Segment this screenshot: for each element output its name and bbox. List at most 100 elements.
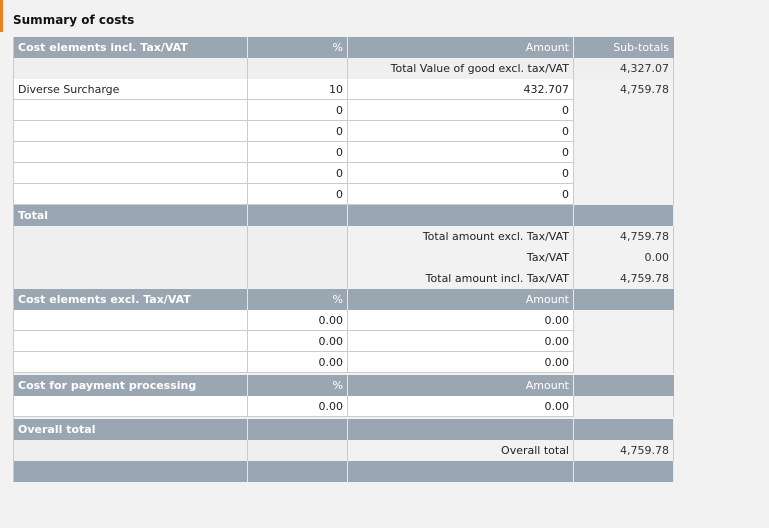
total-line-label: Total amount excl. Tax/VAT xyxy=(348,226,574,247)
cost-amount-input[interactable]: 0 xyxy=(348,100,574,121)
header-percent: % xyxy=(248,375,348,396)
header-amount: Amount xyxy=(348,37,574,58)
excl-amount-input[interactable]: 0.00 xyxy=(348,352,574,373)
total-line-value: 4,759.78 xyxy=(574,226,674,247)
excl-pct-input[interactable]: 0.00 xyxy=(248,310,348,331)
total-line-empty xyxy=(248,226,348,247)
excl-pct-input[interactable]: 0.00 xyxy=(248,331,348,352)
excl-pct-input[interactable]: 0.00 xyxy=(248,352,348,373)
overall-value: 4,759.78 xyxy=(574,440,674,461)
cost-amount-input[interactable]: 0 xyxy=(348,163,574,184)
section1-header: Cost elements incl. Tax/VAT % Amount Sub… xyxy=(14,37,674,58)
total-line-empty xyxy=(248,247,348,268)
header-amount: Amount xyxy=(348,289,574,310)
goods-pct-cell xyxy=(248,58,348,79)
goods-name-cell xyxy=(14,58,248,79)
table-row: 0 0 xyxy=(14,163,674,184)
cost-pct-input[interactable]: 0 xyxy=(248,121,348,142)
accent-bar xyxy=(0,0,3,32)
cost-amount-input[interactable]: 0 xyxy=(348,142,574,163)
footer-cell xyxy=(248,461,348,482)
total-line-empty xyxy=(248,268,348,289)
total-line: Total amount excl. Tax/VAT 4,759.78 xyxy=(14,226,674,247)
header-percent: % xyxy=(248,37,348,58)
cost-name-input[interactable] xyxy=(14,163,248,184)
payment-amount-input[interactable]: 0.00 xyxy=(348,396,574,417)
excl-name-input[interactable] xyxy=(14,352,248,373)
payment-subtotal xyxy=(574,396,674,417)
cost-subtotal xyxy=(574,121,674,142)
cost-pct-input[interactable]: 10 xyxy=(248,79,348,100)
excl-amount-input[interactable]: 0.00 xyxy=(348,310,574,331)
footer-cell xyxy=(574,461,674,482)
header-subtotals: Sub-totals xyxy=(574,37,674,58)
cost-subtotal xyxy=(574,163,674,184)
cost-pct-input[interactable]: 0 xyxy=(248,163,348,184)
cost-pct-input[interactable]: 0 xyxy=(248,184,348,205)
excl-subtotal xyxy=(574,331,674,352)
cost-subtotal: 4,759.78 xyxy=(574,79,674,100)
cost-pct-input[interactable]: 0 xyxy=(248,100,348,121)
payment-pct-input[interactable]: 0.00 xyxy=(248,396,348,417)
cost-summary-table: Cost elements incl. Tax/VAT % Amount Sub… xyxy=(13,37,674,482)
header-cost-elements-excl: Cost elements excl. Tax/VAT xyxy=(14,289,248,310)
excl-subtotal xyxy=(574,310,674,331)
total-line-label: Tax/VAT xyxy=(348,247,574,268)
excl-name-input[interactable] xyxy=(14,331,248,352)
total-header-cell xyxy=(574,205,674,226)
cost-name-input[interactable] xyxy=(14,121,248,142)
header-empty xyxy=(574,289,674,310)
header-cost-elements-incl: Cost elements incl. Tax/VAT xyxy=(14,37,248,58)
cost-amount-input[interactable]: 0 xyxy=(348,121,574,142)
cost-name-input[interactable] xyxy=(14,100,248,121)
page-title: Summary of costs xyxy=(13,13,135,27)
total-line-label: Total amount incl. Tax/VAT xyxy=(348,268,574,289)
excl-subtotal xyxy=(574,352,674,373)
overall-header: Overall total xyxy=(14,419,674,440)
goods-subtotal: 4,327.07 xyxy=(574,58,674,79)
total-header-cell xyxy=(348,205,574,226)
cost-name-input[interactable] xyxy=(14,184,248,205)
goods-value-label: Total Value of good excl. tax/VAT xyxy=(348,58,574,79)
section2-header: Cost elements excl. Tax/VAT % Amount xyxy=(14,289,674,310)
excl-name-input[interactable] xyxy=(14,310,248,331)
table-row: 0.00 0.00 xyxy=(14,352,674,373)
header-payment-processing: Cost for payment processing xyxy=(14,375,248,396)
header-empty xyxy=(574,375,674,396)
cost-amount-input[interactable]: 0 xyxy=(348,184,574,205)
total-line: Total amount incl. Tax/VAT 4,759.78 xyxy=(14,268,674,289)
overall-header-cell xyxy=(574,419,674,440)
total-line-empty xyxy=(14,226,248,247)
table-row: 0.00 0.00 xyxy=(14,310,674,331)
header-amount: Amount xyxy=(348,375,574,396)
overall-header-cell xyxy=(348,419,574,440)
excl-amount-input[interactable]: 0.00 xyxy=(348,331,574,352)
payment-name-input[interactable] xyxy=(14,396,248,417)
cost-name-input[interactable]: Diverse Surcharge xyxy=(14,79,248,100)
goods-value-row: Total Value of good excl. tax/VAT 4,327.… xyxy=(14,58,674,79)
table-row: 0.00 0.00 xyxy=(14,331,674,352)
cost-name-input[interactable] xyxy=(14,142,248,163)
total-line: Tax/VAT 0.00 xyxy=(14,247,674,268)
overall-line-label: Overall total xyxy=(348,440,574,461)
header-percent: % xyxy=(248,289,348,310)
overall-label: Overall total xyxy=(14,419,248,440)
overall-line: Overall total 4,759.78 xyxy=(14,440,674,461)
overall-empty xyxy=(248,440,348,461)
total-line-value: 4,759.78 xyxy=(574,268,674,289)
table-row: 0.00 0.00 xyxy=(14,396,674,417)
total-line-value: 0.00 xyxy=(574,247,674,268)
total-line-empty xyxy=(14,247,248,268)
cost-amount-input[interactable]: 432.707 xyxy=(348,79,574,100)
overall-header-cell xyxy=(248,419,348,440)
cost-pct-input[interactable]: 0 xyxy=(248,142,348,163)
overall-empty xyxy=(14,440,248,461)
table-row: Diverse Surcharge 10 432.707 4,759.78 xyxy=(14,79,674,100)
footer-cell xyxy=(348,461,574,482)
table-row: 0 0 xyxy=(14,121,674,142)
cost-subtotal xyxy=(574,184,674,205)
total-line-empty xyxy=(14,268,248,289)
table-row: 0 0 xyxy=(14,184,674,205)
total-header-cell xyxy=(248,205,348,226)
cost-subtotal xyxy=(574,100,674,121)
